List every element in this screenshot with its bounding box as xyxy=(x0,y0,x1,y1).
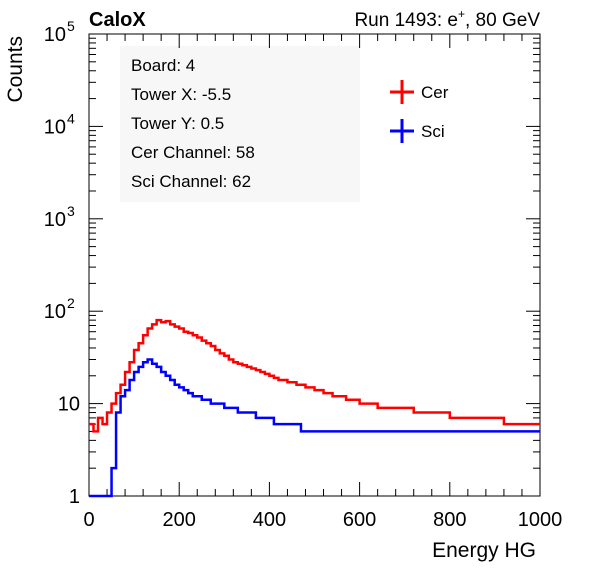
y-tick-exponent: 4 xyxy=(67,110,75,126)
y-tick-base: 10 xyxy=(44,116,66,138)
y-tick-exponent: 3 xyxy=(67,203,75,219)
run-label: Run 1493: e+, 80 GeV xyxy=(354,7,540,31)
legend-sci-label: Sci xyxy=(421,122,445,141)
plot-frame xyxy=(88,33,541,497)
info-box: Board: 4 Tower X: -5.5 Tower Y: 0.5 Cer … xyxy=(120,46,360,202)
info-tower-y: Tower Y: 0.5 xyxy=(131,114,224,133)
info-tower-x: Tower X: -5.5 xyxy=(131,85,231,104)
x-axis: 0 200 400 600 800 1000 xyxy=(83,34,562,531)
y-tick-label: 10 xyxy=(58,394,80,416)
y-tick-label: 1 xyxy=(69,486,80,508)
y-tick-base: 1 xyxy=(69,486,80,508)
y-tick-label: 10 xyxy=(44,116,66,138)
x-axis-title: Energy HG xyxy=(432,539,536,562)
y-axis-title: Counts xyxy=(4,36,27,103)
experiment-label: CaloX xyxy=(89,9,146,31)
legend: Cer Sci xyxy=(390,80,449,143)
series-sci-line xyxy=(89,358,540,498)
x-tick-label: 1000 xyxy=(518,509,563,531)
run-superscript: + xyxy=(458,7,465,21)
y-tick-label: 10 xyxy=(44,301,66,323)
plot-area xyxy=(88,33,541,497)
y-tick-label: 10 xyxy=(44,209,66,231)
y-tick-base: 10 xyxy=(44,24,66,46)
x-tick-label: 200 xyxy=(163,509,196,531)
series-layer xyxy=(89,318,540,498)
x-tick-label: 400 xyxy=(253,509,286,531)
info-cer-channel: Cer Channel: 58 xyxy=(131,143,255,162)
x-tick-label: 800 xyxy=(433,509,466,531)
y-tick-base: 10 xyxy=(44,301,66,323)
run-prefix: Run 1493: e xyxy=(354,10,458,31)
y-tick-exponent: 2 xyxy=(67,295,75,311)
info-box-background xyxy=(120,46,360,202)
run-suffix: , 80 GeV xyxy=(465,10,540,31)
x-tick-label: 600 xyxy=(343,509,376,531)
series-cer-line xyxy=(89,318,540,433)
y-tick-label: 10 xyxy=(44,24,66,46)
y-tick-base: 10 xyxy=(58,394,80,416)
x-tick-label: 0 xyxy=(83,509,94,531)
legend-cer-label: Cer xyxy=(421,83,449,102)
legend-entry-cer: Cer xyxy=(390,80,449,104)
legend-entry-sci: Sci xyxy=(390,119,445,143)
y-tick-base: 10 xyxy=(44,209,66,231)
info-board: Board: 4 xyxy=(131,56,195,75)
info-sci-channel: Sci Channel: 62 xyxy=(131,172,251,191)
y-tick-exponent: 5 xyxy=(67,18,75,34)
